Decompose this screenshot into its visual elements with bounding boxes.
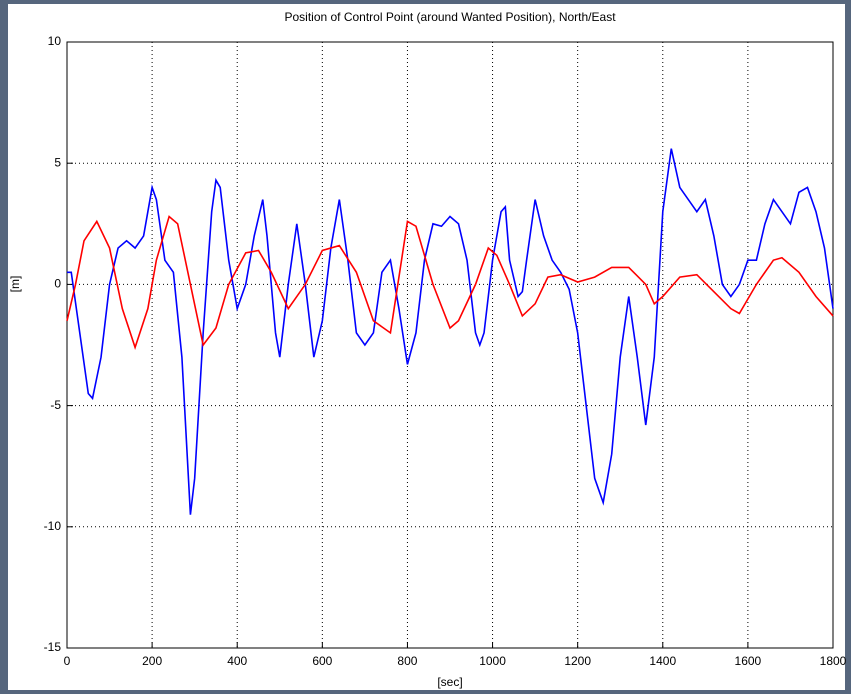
y-tick-label: 5 (54, 155, 61, 169)
x-tick-label: 1200 (564, 654, 591, 668)
x-tick-label: 0 (64, 654, 71, 668)
x-tick-label: 800 (397, 654, 417, 668)
series-line (67, 148, 834, 515)
x-tick-label: 600 (312, 654, 332, 668)
y-tick-label: 0 (54, 277, 61, 291)
x-axis-label: [sec] (437, 675, 462, 689)
y-tick-label: 10 (48, 34, 62, 48)
chart-title: Position of Control Point (around Wanted… (284, 10, 616, 24)
x-tick-label: 1400 (649, 654, 676, 668)
x-tick-label: 200 (142, 654, 162, 668)
y-axis-label: [m] (8, 276, 22, 293)
x-tick-label: 1800 (820, 654, 847, 668)
plot-frame (66, 41, 834, 649)
y-tick-label: -10 (44, 519, 62, 533)
x-tick-label: 400 (227, 654, 247, 668)
y-tick-label: -5 (50, 398, 61, 412)
series-line (66, 215, 834, 350)
y-tick-label: -15 (44, 640, 62, 654)
x-tick-label: 1000 (479, 654, 506, 668)
x-tick-label: 1600 (735, 654, 762, 668)
